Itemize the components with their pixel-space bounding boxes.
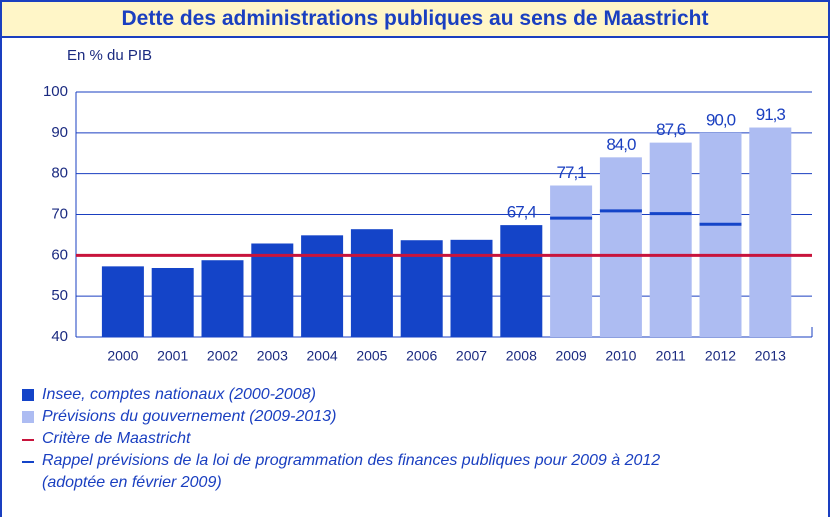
legend-label: Rappel prévisions de la loi de programma… xyxy=(42,452,661,491)
x-tick-label: 2000 xyxy=(107,348,138,364)
x-tick-label: 2011 xyxy=(656,348,686,364)
legend: Insee, comptes nationaux (2000-2008) Prév… xyxy=(22,384,722,494)
value-label: 87,6 xyxy=(656,120,686,139)
value-label: 67,4 xyxy=(507,203,537,222)
value-label: 84,0 xyxy=(606,135,636,154)
value-label: 90,0 xyxy=(706,110,736,129)
y-tick-label: 100 xyxy=(43,83,68,100)
bar xyxy=(151,267,194,337)
x-tick-label: 2009 xyxy=(556,348,587,364)
y-axis-label: En % du PIB xyxy=(67,47,152,64)
y-tick-label: 70 xyxy=(51,205,68,222)
chart: En % du PIB 40 50 60 70 80 90 100 2000 2001 2002 2… xyxy=(43,47,813,364)
x-tick-label: 2003 xyxy=(257,348,288,364)
legend-item: Prévisions du gouvernement (2009-2013) xyxy=(22,406,722,428)
x-tick-label: 2010 xyxy=(605,348,636,364)
bar xyxy=(550,185,593,337)
x-tick-label: 2012 xyxy=(705,348,736,364)
value-label: 77,1 xyxy=(557,163,587,182)
legend-label: Insee, comptes nationaux (2000-2008) xyxy=(42,386,316,403)
x-tick-label: 2005 xyxy=(356,348,387,364)
bar xyxy=(101,266,144,337)
value-label: 91,3 xyxy=(756,105,786,124)
legend-swatch xyxy=(22,439,34,441)
x-tick-label: 2013 xyxy=(755,348,786,364)
legend-swatch xyxy=(22,389,34,401)
legend-item: Rappel prévisions de la loi de programma… xyxy=(22,450,722,494)
legend-item: Insee, comptes nationaux (2000-2008) xyxy=(22,384,722,406)
bar xyxy=(350,229,393,337)
bar xyxy=(301,235,344,337)
bar xyxy=(251,243,294,337)
bar xyxy=(649,142,692,337)
chart-title: Dette des administrations publiques au s… xyxy=(2,0,828,38)
bar xyxy=(599,157,642,337)
y-tick-label: 50 xyxy=(51,287,68,304)
bar xyxy=(201,260,244,337)
bar xyxy=(500,225,543,337)
y-tick-label: 80 xyxy=(51,165,68,182)
legend-item: Critère de Maastricht xyxy=(22,428,722,450)
x-tick-label: 2001 xyxy=(157,348,188,364)
y-tick-label: 40 xyxy=(51,328,68,345)
legend-label: Prévisions du gouvernement (2009-2013) xyxy=(42,408,337,425)
legend-swatch xyxy=(22,461,34,463)
x-tick-label: 2004 xyxy=(307,348,338,364)
x-tick-label: 2008 xyxy=(506,348,537,364)
y-tick-label: 60 xyxy=(51,246,68,263)
legend-swatch xyxy=(22,411,34,423)
bar xyxy=(749,127,792,338)
x-tick-label: 2002 xyxy=(207,348,238,364)
y-tick-label: 90 xyxy=(51,124,68,141)
legend-label: Critère de Maastricht xyxy=(42,430,191,447)
x-tick-label: 2007 xyxy=(456,348,487,364)
bar xyxy=(699,132,742,337)
x-tick-label: 2006 xyxy=(406,348,437,364)
